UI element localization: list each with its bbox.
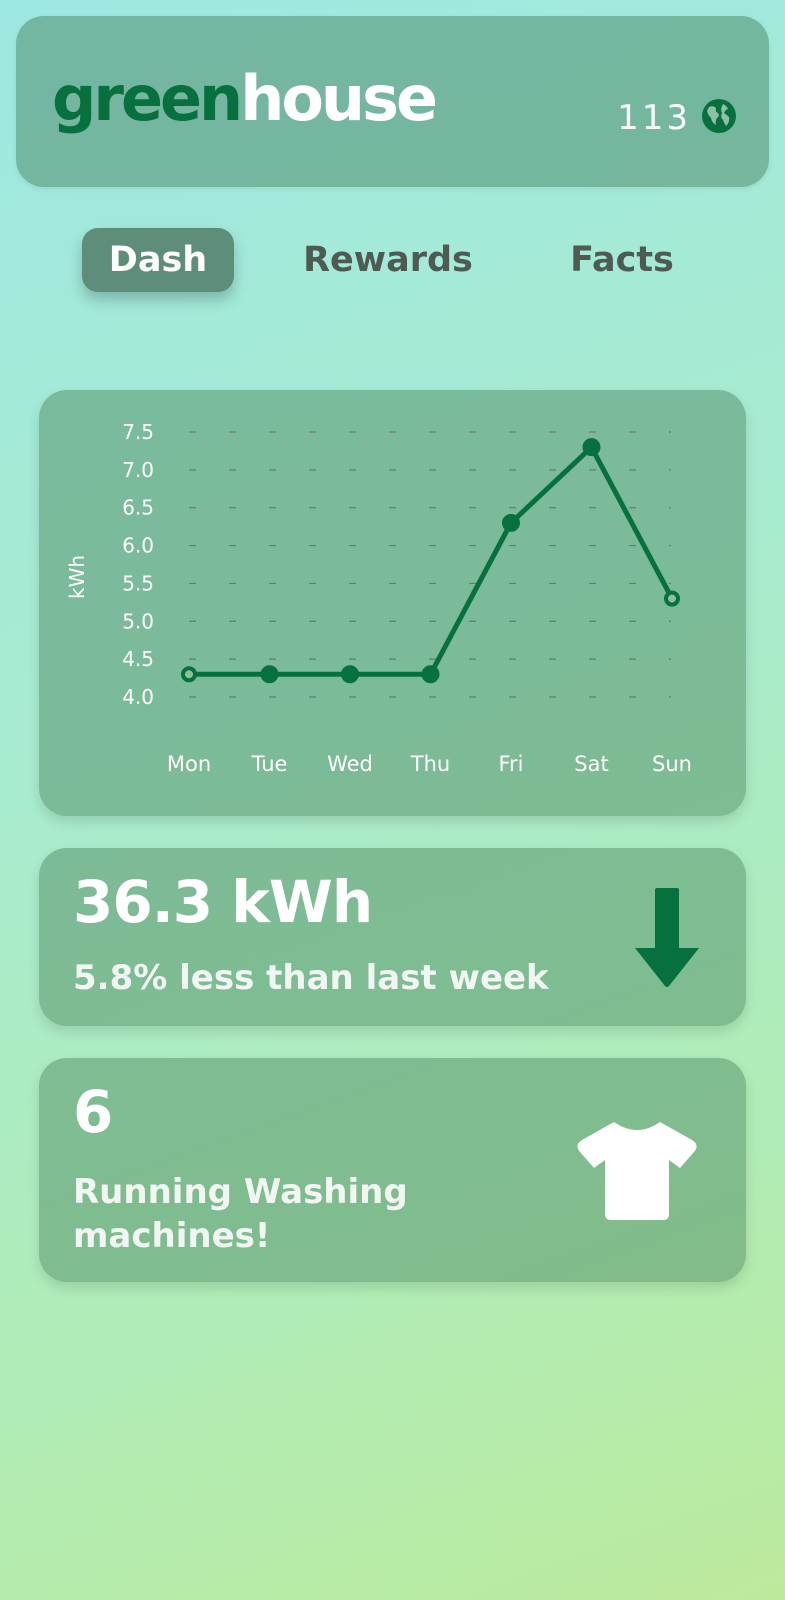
- tab-bar: Dash Rewards Facts: [0, 228, 785, 292]
- arrow-down-icon: [635, 888, 699, 992]
- washing-machines-label: Running Washing machines!: [73, 1172, 408, 1256]
- y-tick-label: 4.5: [122, 647, 154, 671]
- app-header: greenhouse 113: [16, 16, 769, 187]
- logo-house: house: [240, 62, 438, 135]
- data-point: [260, 665, 279, 684]
- energy-line-chart: 7.5 7.0 6.5 6.0 5.5 5.0 4.5 4.0 kWh Mon Tue Wed Thu F…: [65, 420, 692, 776]
- y-tick-label: 7.0: [122, 458, 154, 482]
- y-tick-label: 7.5: [122, 420, 154, 444]
- points-display[interactable]: 113: [617, 98, 737, 138]
- washing-machines-count: 6: [73, 1078, 113, 1146]
- tab-rewards[interactable]: Rewards: [303, 240, 473, 280]
- weekly-usage-card: 36.3 kWh 5.8% less than last week: [39, 848, 746, 1026]
- y-tick-label: 5.0: [122, 609, 154, 633]
- points-value: 113: [617, 98, 691, 138]
- globe-icon: [701, 98, 737, 138]
- data-point: [582, 438, 601, 457]
- data-point: [664, 590, 680, 607]
- tab-facts[interactable]: Facts: [570, 240, 674, 280]
- app-logo: greenhouse: [52, 62, 438, 135]
- y-tick-label: 5.5: [122, 571, 154, 595]
- energy-chart-card: 7.5 7.0 6.5 6.0 5.5 5.0 4.5 4.0 kWh Mon Tue Wed Thu F…: [39, 390, 746, 816]
- data-point: [181, 666, 197, 683]
- tshirt-icon: [574, 1118, 700, 1224]
- x-tick-label: Wed: [327, 752, 373, 776]
- x-tick-label: Sun: [652, 752, 692, 776]
- x-tick-label: Mon: [167, 752, 211, 776]
- x-tick-label: Sat: [574, 752, 608, 776]
- washing-machines-card: 6 Running Washing machines!: [39, 1058, 746, 1282]
- data-point: [421, 665, 440, 684]
- data-point: [341, 665, 359, 684]
- x-tick-label: Thu: [410, 752, 450, 776]
- y-tick-label: 4.0: [122, 685, 154, 709]
- series-line: [186, 444, 675, 677]
- x-tick-label: Tue: [251, 752, 288, 776]
- y-tick-label: 6.0: [122, 534, 154, 558]
- logo-green: green: [52, 62, 243, 135]
- weekly-usage-comparison: 5.8% less than last week: [73, 958, 549, 998]
- y-axis-label: kWh: [65, 555, 89, 599]
- x-tick-label: Fri: [498, 752, 523, 776]
- weekly-usage-value: 36.3 kWh: [73, 868, 373, 936]
- y-tick-label: 6.5: [122, 496, 154, 520]
- data-point: [502, 513, 520, 532]
- tab-dash[interactable]: Dash: [82, 228, 234, 292]
